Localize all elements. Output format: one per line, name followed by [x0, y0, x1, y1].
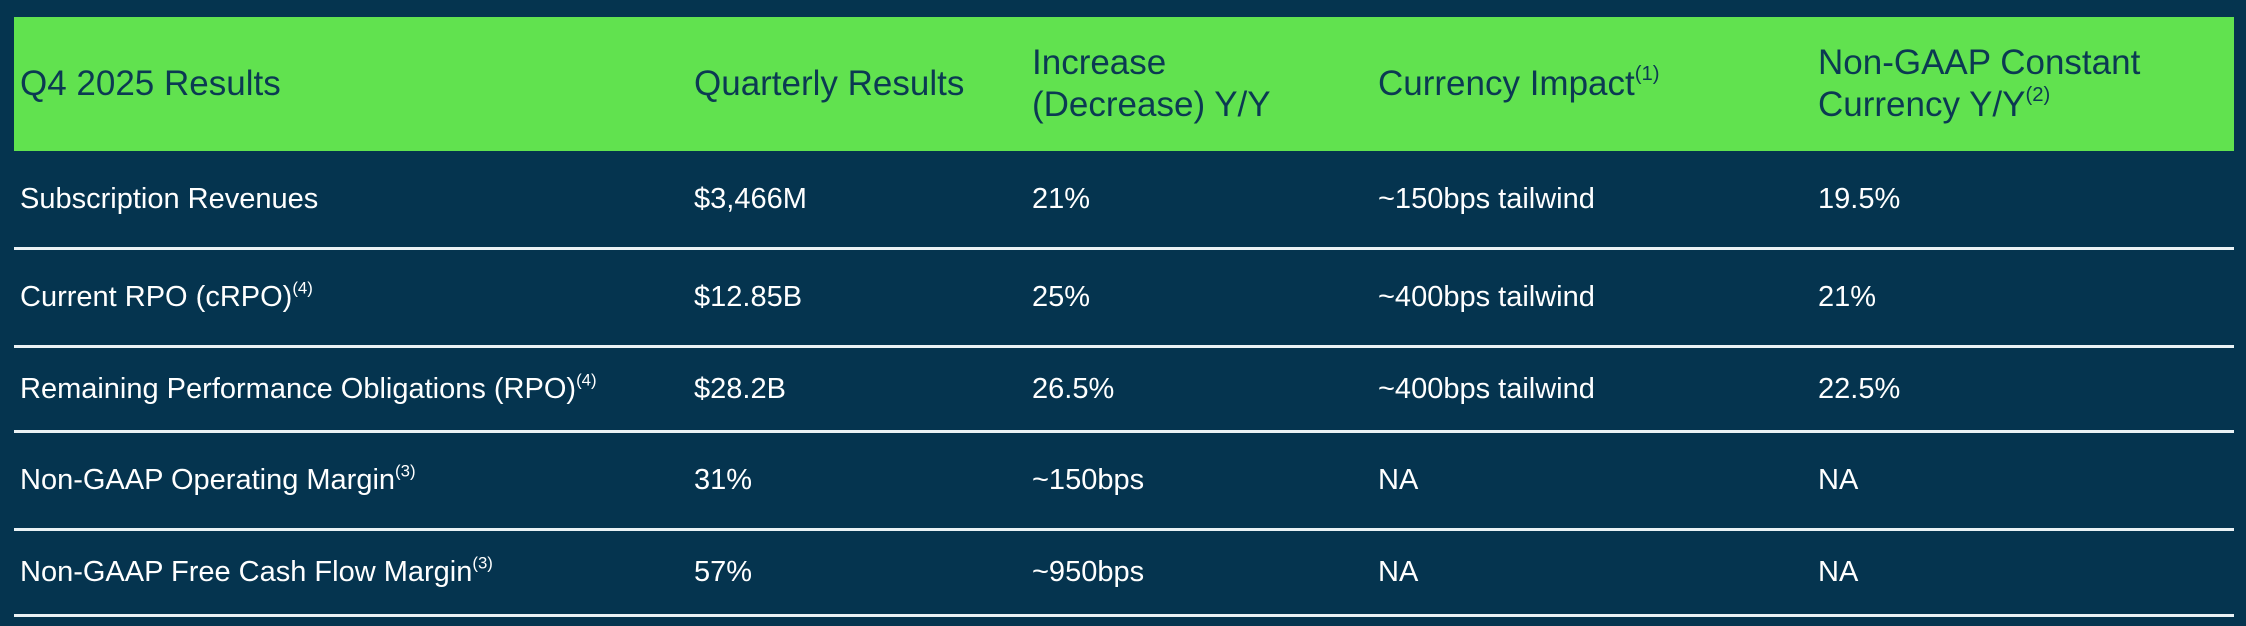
quarterly-result: 31%	[694, 464, 753, 496]
footnote-marker: (1)	[1634, 62, 1660, 85]
table-row: Remaining Performance Obligations (RPO)(…	[14, 348, 2234, 433]
table-row: Non-GAAP Operating Margin(3) 31% ~150bps…	[14, 433, 2234, 531]
table-row: Current RPO (cRPO)(4) $12.85B 25% ~400bp…	[14, 250, 2234, 348]
table-header: Q4 2025 Results Quarterly Results Increa…	[14, 17, 2234, 151]
currency-impact: ~150bps tailwind	[1378, 182, 1595, 215]
currency-impact: NA	[1378, 556, 1419, 588]
header-label-line1: Non-GAAP Constant	[1818, 43, 2141, 82]
header-quarterly-results: Quarterly Results	[688, 63, 1026, 105]
header-currency-impact: Currency Impact(1)	[1372, 63, 1812, 105]
constant-currency-yoy: 21%	[1818, 281, 1877, 313]
row-label-text: Non-GAAP Operating Margin	[20, 464, 396, 496]
constant-currency-yoy: 22.5%	[1818, 372, 1901, 405]
header-label: Currency Impact	[1378, 64, 1635, 103]
row-label: Subscription Revenues	[14, 183, 688, 216]
quarterly-result: $3,466M	[694, 182, 807, 215]
quarterly-result: $12.85B	[694, 281, 803, 313]
yoy-change: ~950bps	[1032, 556, 1145, 588]
currency-impact: NA	[1378, 464, 1419, 496]
constant-currency-yoy: NA	[1818, 464, 1859, 496]
header-label-line2: Currency Y/Y	[1818, 85, 2026, 124]
yoy-change: 26.5%	[1032, 372, 1115, 405]
header-label-line2: (Decrease) Y/Y	[1032, 85, 1271, 124]
yoy-change: ~150bps	[1032, 464, 1145, 496]
quarterly-result: 57%	[694, 556, 753, 588]
header-increase-decrease: Increase (Decrease) Y/Y	[1026, 42, 1372, 126]
table-row: Subscription Revenues $3,466M 21% ~150bp…	[14, 151, 2234, 250]
currency-impact: ~400bps tailwind	[1378, 281, 1595, 313]
row-label-text: Subscription Revenues	[20, 182, 319, 215]
header-constant-currency: Non-GAAP Constant Currency Y/Y(2)	[1812, 42, 2234, 126]
header-label-line1: Increase	[1032, 43, 1167, 82]
row-label-text: Remaining Performance Obligations (RPO)	[20, 372, 577, 405]
yoy-change: 21%	[1032, 182, 1091, 215]
results-table: Q4 2025 Results Quarterly Results Increa…	[14, 17, 2234, 617]
row-label-text: Current RPO (cRPO)	[20, 281, 293, 313]
row-label: Current RPO (cRPO)(4)	[14, 278, 688, 314]
constant-currency-yoy: NA	[1818, 556, 1859, 588]
footnote-marker: (3)	[472, 553, 493, 573]
table-row: Non-GAAP Free Cash Flow Margin(3) 57% ~9…	[14, 531, 2234, 617]
row-label: Non-GAAP Operating Margin(3)	[14, 461, 688, 497]
footnote-marker: (2)	[2025, 83, 2051, 106]
currency-impact: ~400bps tailwind	[1378, 372, 1595, 405]
header-q4-2025-results: Q4 2025 Results	[14, 63, 688, 105]
row-label: Remaining Performance Obligations (RPO)(…	[14, 369, 688, 406]
footnote-marker: (4)	[576, 369, 597, 389]
header-label: Q4 2025 Results	[20, 64, 281, 103]
header-label: Quarterly Results	[694, 64, 965, 103]
row-label: Non-GAAP Free Cash Flow Margin(3)	[14, 553, 688, 589]
footnote-marker: (3)	[395, 461, 416, 481]
quarterly-result: $28.2B	[694, 372, 786, 405]
yoy-change: 25%	[1032, 281, 1091, 313]
footnote-marker: (4)	[292, 278, 313, 298]
row-label-text: Non-GAAP Free Cash Flow Margin	[20, 556, 473, 588]
constant-currency-yoy: 19.5%	[1818, 182, 1901, 215]
